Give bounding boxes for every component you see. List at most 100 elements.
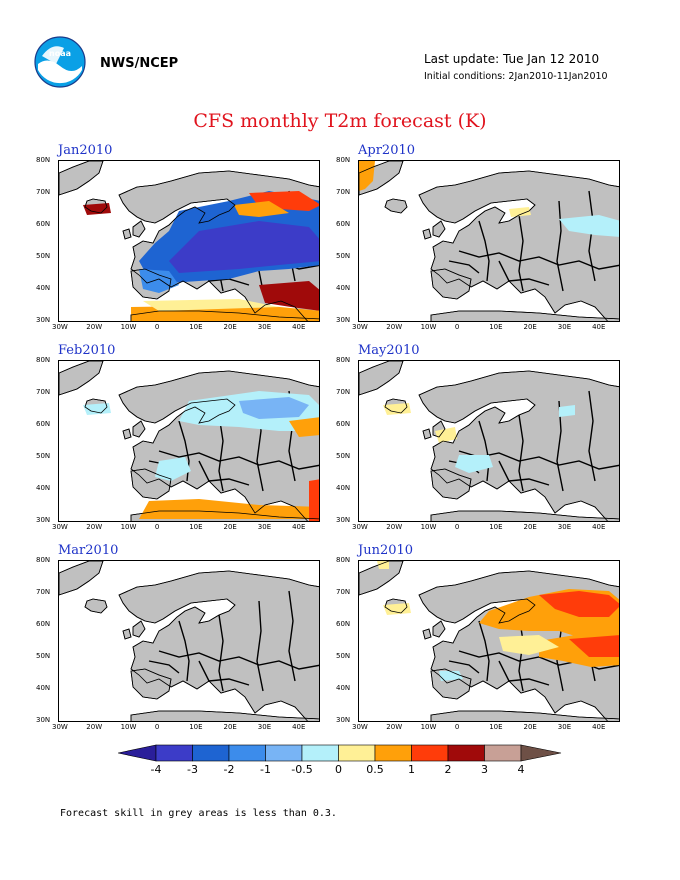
lon-label: 10E: [489, 523, 503, 531]
lon-label: 20E: [223, 723, 237, 731]
country-border: [218, 614, 224, 692]
coastline: [359, 161, 404, 196]
lat-label: 60N: [36, 420, 51, 428]
colorbar-segment: [520, 744, 562, 762]
coastline: [59, 361, 104, 396]
anomaly-region: [539, 591, 619, 617]
panel-title-apr: Apr2010: [358, 143, 416, 158]
coastline: [384, 198, 408, 214]
country-border: [288, 590, 296, 682]
country-border: [178, 620, 190, 682]
panel-title-may: May2010: [358, 343, 420, 358]
lon-label: 0: [154, 323, 160, 331]
colorbar-tick-label: -1: [260, 763, 271, 776]
land-mass: [59, 161, 104, 196]
coastline: [430, 510, 619, 521]
lon-label: 40E: [592, 723, 606, 731]
lat-label: 60N: [336, 620, 351, 628]
lat-label: 70N: [336, 188, 351, 196]
anomaly-region: [169, 221, 319, 273]
anomaly-region: [569, 635, 619, 657]
map-panel-apr: [358, 160, 620, 322]
coastline: [432, 420, 446, 438]
map-panel-feb: [58, 360, 320, 522]
country-border: [498, 660, 550, 686]
noaa-logo: noaa: [34, 36, 86, 88]
panel-title-jun: Jun2010: [358, 543, 414, 558]
lon-label: 30E: [557, 523, 572, 531]
coastline: [84, 598, 108, 614]
lon-label: 30E: [257, 723, 272, 731]
coastline: [430, 710, 619, 721]
footer-note: Forecast skill in grey areas is less tha…: [60, 808, 337, 819]
coastline: [432, 220, 446, 238]
country-border: [588, 190, 596, 282]
coastline: [118, 370, 319, 521]
lat-label: 80N: [336, 556, 351, 564]
lat-label: 70N: [336, 388, 351, 396]
lon-label: 30E: [557, 323, 572, 331]
lat-label: 60N: [336, 420, 351, 428]
coastline: [132, 220, 146, 238]
coastline: [432, 620, 446, 638]
anomaly-region: [259, 281, 319, 311]
lon-label: 20E: [223, 323, 237, 331]
anomaly-region: [239, 397, 309, 419]
coastline: [130, 710, 319, 721]
lon-label: 20E: [523, 523, 537, 531]
coastline: [122, 428, 132, 440]
lat-label: 40N: [336, 684, 351, 692]
country-border: [148, 660, 180, 674]
lon-label: 0: [454, 523, 460, 531]
lon-label: 0: [454, 323, 460, 331]
coastline: [384, 598, 408, 614]
lon-label: 30E: [257, 523, 272, 531]
lat-label: 30N: [36, 516, 51, 524]
anomaly-region: [377, 561, 389, 569]
lon-label: 10W: [420, 523, 437, 531]
anomaly-region: [499, 635, 559, 655]
land-mass: [59, 361, 104, 396]
country-border: [518, 214, 524, 292]
anomaly-region: [439, 671, 463, 681]
lat-label: 70N: [36, 188, 51, 196]
anomaly-region: [559, 405, 575, 417]
coastline: [130, 668, 172, 700]
coastline: [418, 570, 619, 721]
panel-title-mar: Mar2010: [58, 543, 119, 558]
lon-label: 20E: [523, 323, 537, 331]
land-mass: [359, 361, 404, 396]
lat-label: 30N: [36, 316, 51, 324]
coastline: [359, 561, 404, 596]
country-border: [588, 390, 596, 482]
country-border: [448, 660, 480, 674]
lon-label: 10W: [420, 723, 437, 731]
lon-label: 20W: [86, 723, 103, 731]
colorbar-tick-label: -4: [150, 763, 162, 776]
lat-label: 30N: [336, 716, 351, 724]
colorbar-segment: [155, 744, 193, 762]
anomaly-region: [139, 269, 179, 293]
anomaly-region: [234, 201, 289, 217]
colorbar-tick-label: -3: [187, 763, 198, 776]
lon-label: 30W: [52, 723, 68, 731]
lat-label: 30N: [36, 716, 51, 724]
anomaly-region: [383, 403, 411, 415]
lon-label: 30W: [352, 523, 368, 531]
country-border: [448, 260, 480, 274]
lat-label: 50N: [336, 252, 351, 260]
lat-label: 40N: [36, 684, 51, 692]
land-mass: [432, 220, 446, 238]
country-border: [218, 414, 224, 492]
lon-label: 20W: [86, 523, 103, 531]
coastline: [84, 398, 108, 414]
lon-label: 10W: [120, 523, 137, 531]
lon-label: 30W: [352, 723, 368, 731]
coastline: [130, 468, 172, 500]
lat-label: 40N: [336, 284, 351, 292]
lat-label: 40N: [36, 484, 51, 492]
lon-label: 30W: [52, 323, 68, 331]
coastline: [130, 268, 172, 300]
lon-label: 10E: [189, 523, 203, 531]
lat-label: 50N: [36, 652, 51, 660]
